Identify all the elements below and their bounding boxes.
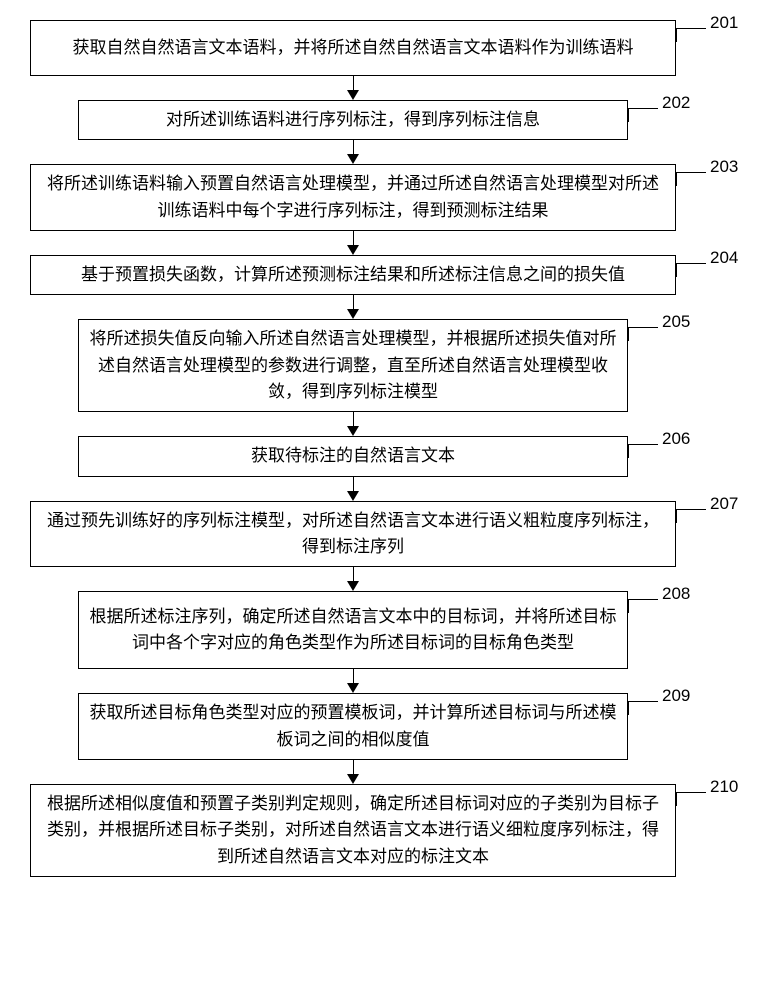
step-number: 204 (710, 248, 738, 268)
step-box: 将所述训练语料输入预置自然语言处理模型，并通过所述自然语言处理模型对所述训练语料… (30, 164, 676, 231)
step-box: 对所述训练语料进行序列标注，得到序列标注信息 (78, 100, 628, 140)
flow-step-202: 对所述训练语料进行序列标注，得到序列标注信息202 (30, 100, 732, 140)
step-text: 获取待标注的自然语言文本 (251, 443, 455, 469)
step-box: 将所述损失值反向输入所述自然语言处理模型，并根据所述损失值对所述自然语言处理模型… (78, 319, 628, 412)
flow-step-204: 基于预置损失函数，计算所述预测标注结果和所述标注信息之间的损失值204 (30, 255, 732, 295)
elbow-line (628, 599, 658, 613)
step-text: 对所述训练语料进行序列标注，得到序列标注信息 (166, 107, 540, 133)
arrow-down-icon (347, 295, 359, 319)
step-text: 通过预先训练好的序列标注模型，对所述自然语言文本进行语义粗粒度序列标注，得到标注… (41, 508, 665, 561)
step-box: 获取自然自然语言文本语料，并将所述自然自然语言文本语料作为训练语料 (30, 20, 676, 76)
arrow-head (347, 426, 359, 436)
step-number: 202 (662, 93, 690, 113)
flow-step-209: 获取所述目标角色类型对应的预置模板词，并计算所述目标词与所述模板词之间的相似度值… (30, 693, 732, 760)
step-number: 205 (662, 312, 690, 332)
step-number: 206 (662, 429, 690, 449)
arrow-shaft (353, 76, 354, 90)
step-label-connector: 208 (628, 594, 742, 614)
arrow-down-icon (347, 140, 359, 164)
step-text: 根据所述相似度值和预置子类别判定规则，确定所述目标词对应的子类别为目标子类别，并… (41, 791, 665, 870)
elbow-line (676, 263, 706, 277)
flow-step-208: 根据所述标注序列，确定所述自然语言文本中的目标词，并将所述目标词中各个字对应的角… (30, 591, 732, 669)
arrow-shaft (353, 295, 354, 309)
arrow-down-icon (347, 760, 359, 784)
arrow-down-icon (347, 567, 359, 591)
step-box: 获取所述目标角色类型对应的预置模板词，并计算所述目标词与所述模板词之间的相似度值 (78, 693, 628, 760)
arrow-down-icon (347, 76, 359, 100)
arrow-shaft (353, 412, 354, 426)
flow-step-201: 获取自然自然语言文本语料，并将所述自然自然语言文本语料作为训练语料201 (30, 20, 732, 76)
step-label-connector: 205 (628, 322, 742, 342)
flowchart-container: 获取自然自然语言文本语料，并将所述自然自然语言文本语料作为训练语料201 对所述训… (30, 20, 732, 877)
arrow-head (347, 154, 359, 164)
step-box: 获取待标注的自然语言文本 (78, 436, 628, 476)
flow-step-205: 将所述损失值反向输入所述自然语言处理模型，并根据所述损失值对所述自然语言处理模型… (30, 319, 732, 412)
step-box: 根据所述相似度值和预置子类别判定规则，确定所述目标词对应的子类别为目标子类别，并… (30, 784, 676, 877)
step-number: 208 (662, 584, 690, 604)
step-number: 201 (710, 13, 738, 33)
arrow-down-icon (347, 412, 359, 436)
step-number: 203 (710, 157, 738, 177)
arrow-head (347, 683, 359, 693)
arrow-shaft (353, 567, 354, 581)
elbow-line (676, 792, 706, 806)
arrow-head (347, 90, 359, 100)
step-label-connector: 202 (628, 103, 742, 123)
step-label-connector: 201 (676, 23, 742, 43)
step-number: 209 (662, 686, 690, 706)
step-label-connector: 204 (676, 258, 742, 278)
arrow-down-icon (347, 231, 359, 255)
step-box: 通过预先训练好的序列标注模型，对所述自然语言文本进行语义粗粒度序列标注，得到标注… (30, 501, 676, 568)
arrow-head (347, 245, 359, 255)
arrow-head (347, 491, 359, 501)
elbow-line (676, 172, 706, 186)
step-label-connector: 207 (676, 504, 742, 524)
step-text: 获取所述目标角色类型对应的预置模板词，并计算所述目标词与所述模板词之间的相似度值 (89, 700, 617, 753)
arrow-shaft (353, 669, 354, 683)
step-label-connector: 206 (628, 439, 742, 459)
elbow-line (676, 509, 706, 523)
step-number: 207 (710, 494, 738, 514)
flow-step-206: 获取待标注的自然语言文本206 (30, 436, 732, 476)
arrow-shaft (353, 231, 354, 245)
elbow-line (676, 28, 706, 42)
step-text: 获取自然自然语言文本语料，并将所述自然自然语言文本语料作为训练语料 (73, 35, 634, 61)
elbow-line (628, 108, 658, 122)
arrow-down-icon (347, 477, 359, 501)
elbow-line (628, 444, 658, 458)
step-label-connector: 209 (628, 696, 742, 716)
step-text: 将所述训练语料输入预置自然语言处理模型，并通过所述自然语言处理模型对所述训练语料… (41, 171, 665, 224)
step-box: 基于预置损失函数，计算所述预测标注结果和所述标注信息之间的损失值 (30, 255, 676, 295)
step-text: 根据所述标注序列，确定所述自然语言文本中的目标词，并将所述目标词中各个字对应的角… (89, 604, 617, 657)
step-label-connector: 210 (676, 787, 742, 807)
elbow-line (628, 327, 658, 341)
step-label-connector: 203 (676, 167, 742, 187)
flow-step-210: 根据所述相似度值和预置子类别判定规则，确定所述目标词对应的子类别为目标子类别，并… (30, 784, 732, 877)
flow-step-203: 将所述训练语料输入预置自然语言处理模型，并通过所述自然语言处理模型对所述训练语料… (30, 164, 732, 231)
elbow-line (628, 701, 658, 715)
arrow-shaft (353, 760, 354, 774)
arrow-head (347, 774, 359, 784)
step-number: 210 (710, 777, 738, 797)
arrow-head (347, 309, 359, 319)
step-box: 根据所述标注序列，确定所述自然语言文本中的目标词，并将所述目标词中各个字对应的角… (78, 591, 628, 669)
step-text: 将所述损失值反向输入所述自然语言处理模型，并根据所述损失值对所述自然语言处理模型… (89, 326, 617, 405)
step-text: 基于预置损失函数，计算所述预测标注结果和所述标注信息之间的损失值 (81, 262, 625, 288)
flow-step-207: 通过预先训练好的序列标注模型，对所述自然语言文本进行语义粗粒度序列标注，得到标注… (30, 501, 732, 568)
arrow-head (347, 581, 359, 591)
arrow-shaft (353, 140, 354, 154)
arrow-shaft (353, 477, 354, 491)
arrow-down-icon (347, 669, 359, 693)
